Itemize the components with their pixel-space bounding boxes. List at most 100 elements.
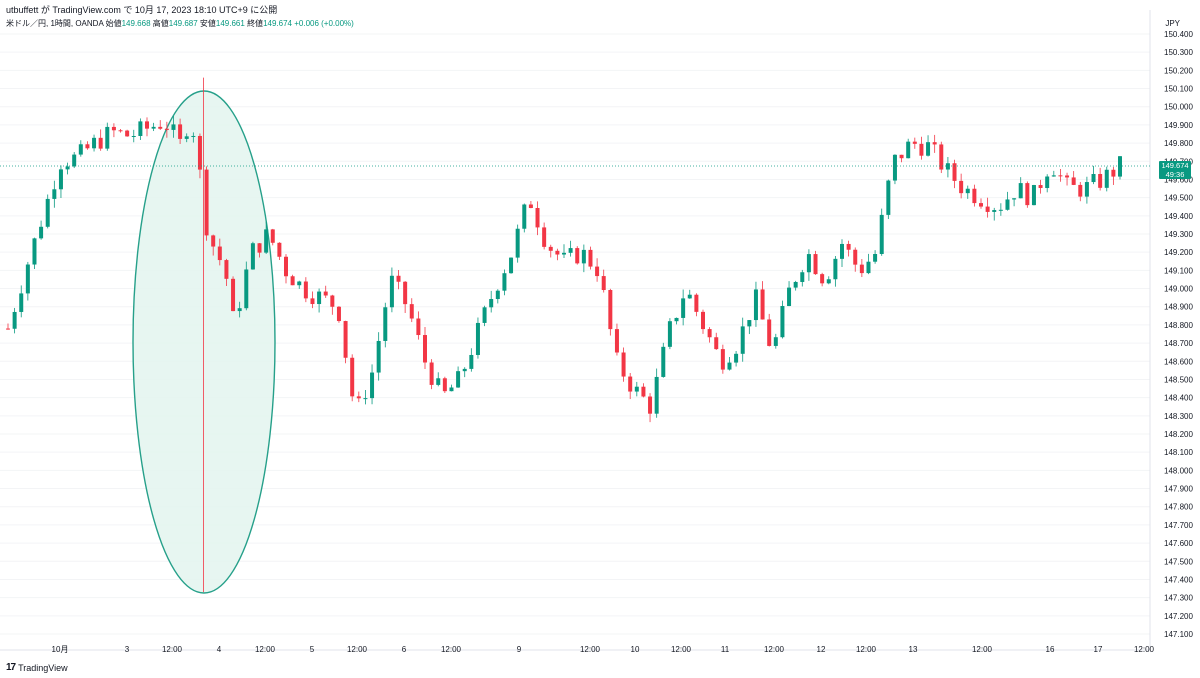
price-tick-label: 149.600 bbox=[1164, 175, 1193, 184]
symbol-label[interactable]: 米ドル／円, 1時間, OANDA bbox=[6, 19, 104, 28]
candle-down bbox=[959, 180, 964, 194]
last-price-value: 149.674 bbox=[1161, 161, 1189, 170]
candle-down bbox=[714, 337, 719, 350]
candle-down bbox=[899, 154, 904, 159]
candle-down bbox=[270, 229, 275, 243]
time-tick-label: 5 bbox=[310, 645, 315, 654]
candle-up bbox=[45, 198, 50, 227]
candle-down bbox=[707, 329, 712, 338]
candle-down bbox=[595, 266, 600, 277]
candle-down bbox=[939, 144, 944, 170]
price-tick-label: 148.300 bbox=[1164, 412, 1193, 421]
candle-up bbox=[1012, 198, 1017, 200]
price-tick-label: 149.400 bbox=[1164, 212, 1193, 221]
price-tick-label: 148.000 bbox=[1164, 466, 1193, 475]
candle-down bbox=[1098, 174, 1103, 188]
candle-down bbox=[588, 249, 593, 267]
candle-up bbox=[1031, 185, 1036, 206]
ohlc-legend: 米ドル／円, 1時間, OANDA 始値149.668 高値149.687 安値… bbox=[6, 18, 354, 29]
time-tick-label: 12 bbox=[817, 645, 826, 654]
candle-down bbox=[178, 124, 183, 139]
candle-down bbox=[813, 254, 818, 275]
candle-up bbox=[515, 228, 520, 258]
candle-up bbox=[992, 210, 997, 212]
candle-down bbox=[330, 295, 335, 307]
candle-up bbox=[502, 273, 507, 291]
time-tick-label: 13 bbox=[909, 645, 918, 654]
candle-up bbox=[787, 287, 792, 307]
candle-up bbox=[250, 243, 255, 270]
candle-up bbox=[184, 136, 189, 139]
price-tick-label: 148.800 bbox=[1164, 321, 1193, 330]
candle-down bbox=[846, 243, 851, 250]
candle-down bbox=[820, 274, 825, 284]
candle-up bbox=[965, 188, 970, 194]
candle-up bbox=[376, 340, 381, 373]
price-tick-label: 147.300 bbox=[1164, 594, 1193, 603]
time-tick-label: 4 bbox=[217, 645, 222, 654]
candle-down bbox=[164, 128, 169, 130]
candle-down bbox=[859, 264, 864, 274]
time-tick-label: 12:00 bbox=[764, 645, 785, 654]
price-axis[interactable]: 150.400 150.300 150.200 150.100 150.000 149.9… bbox=[1164, 30, 1193, 639]
candle-up bbox=[1118, 156, 1122, 177]
bar-countdown: 49:36 bbox=[1165, 170, 1185, 179]
open-value: 149.668 bbox=[121, 19, 151, 28]
price-tick-label: 147.100 bbox=[1164, 630, 1193, 639]
candle-up bbox=[105, 126, 110, 149]
candle-up bbox=[389, 275, 394, 308]
candle-up bbox=[297, 281, 302, 286]
highlight-ellipse[interactable] bbox=[132, 90, 276, 594]
candle-up bbox=[39, 226, 44, 239]
candle-up bbox=[482, 307, 487, 323]
price-tick-label: 150.400 bbox=[1164, 30, 1193, 39]
candle-up bbox=[945, 163, 950, 170]
candle-down bbox=[257, 243, 262, 253]
candle-down bbox=[403, 281, 408, 305]
candle-down bbox=[548, 246, 553, 251]
price-tick-label: 150.000 bbox=[1164, 103, 1193, 112]
time-tick-label: 12:00 bbox=[972, 645, 993, 654]
candle-down bbox=[396, 275, 401, 282]
time-axis[interactable]: 10月 3 12:00 4 12:00 5 12:00 6 12:00 9 12:00 10 12:00… bbox=[52, 645, 1155, 654]
candle-up bbox=[727, 362, 732, 370]
candle-down bbox=[85, 144, 90, 149]
candle-down bbox=[985, 206, 990, 212]
publisher-header: utbuffett が TradingView.com で 10月 17, 20… bbox=[6, 5, 278, 15]
candle-down bbox=[197, 135, 202, 170]
time-tick-label: 12:00 bbox=[255, 645, 276, 654]
candle-up bbox=[793, 281, 798, 288]
candle-down bbox=[767, 319, 772, 346]
price-tick-label: 149.300 bbox=[1164, 230, 1193, 239]
price-tick-label: 149.000 bbox=[1164, 285, 1193, 294]
candle-down bbox=[423, 335, 427, 363]
candle-up bbox=[19, 293, 24, 312]
candle-up bbox=[383, 307, 388, 341]
candle-up bbox=[65, 166, 70, 170]
close-value: 149.674 bbox=[263, 19, 292, 28]
candle-up bbox=[78, 144, 83, 155]
time-tick-label: 11 bbox=[721, 645, 730, 654]
time-tick-label: 10月 bbox=[52, 645, 69, 654]
candle-up bbox=[826, 279, 831, 284]
time-tick-label: 12:00 bbox=[856, 645, 877, 654]
candle-down bbox=[277, 242, 282, 257]
candle-down bbox=[628, 376, 633, 392]
price-tick-label: 148.900 bbox=[1164, 303, 1193, 312]
candle-up bbox=[449, 387, 454, 392]
candle-up bbox=[866, 261, 871, 274]
high-label: 高値 bbox=[152, 19, 169, 28]
candle-up bbox=[1104, 169, 1109, 188]
price-tick-label: 148.100 bbox=[1164, 448, 1193, 457]
candle-up bbox=[495, 290, 500, 300]
candle-up bbox=[840, 243, 844, 259]
price-tick-label: 150.100 bbox=[1164, 85, 1193, 94]
candle-down bbox=[1038, 185, 1043, 189]
candle-down bbox=[919, 143, 924, 156]
candle-up bbox=[654, 376, 659, 414]
footer-brand: 17 TradingView bbox=[6, 662, 68, 673]
candle-down bbox=[217, 246, 222, 261]
candle-down bbox=[323, 291, 328, 296]
candle-up bbox=[138, 121, 143, 137]
